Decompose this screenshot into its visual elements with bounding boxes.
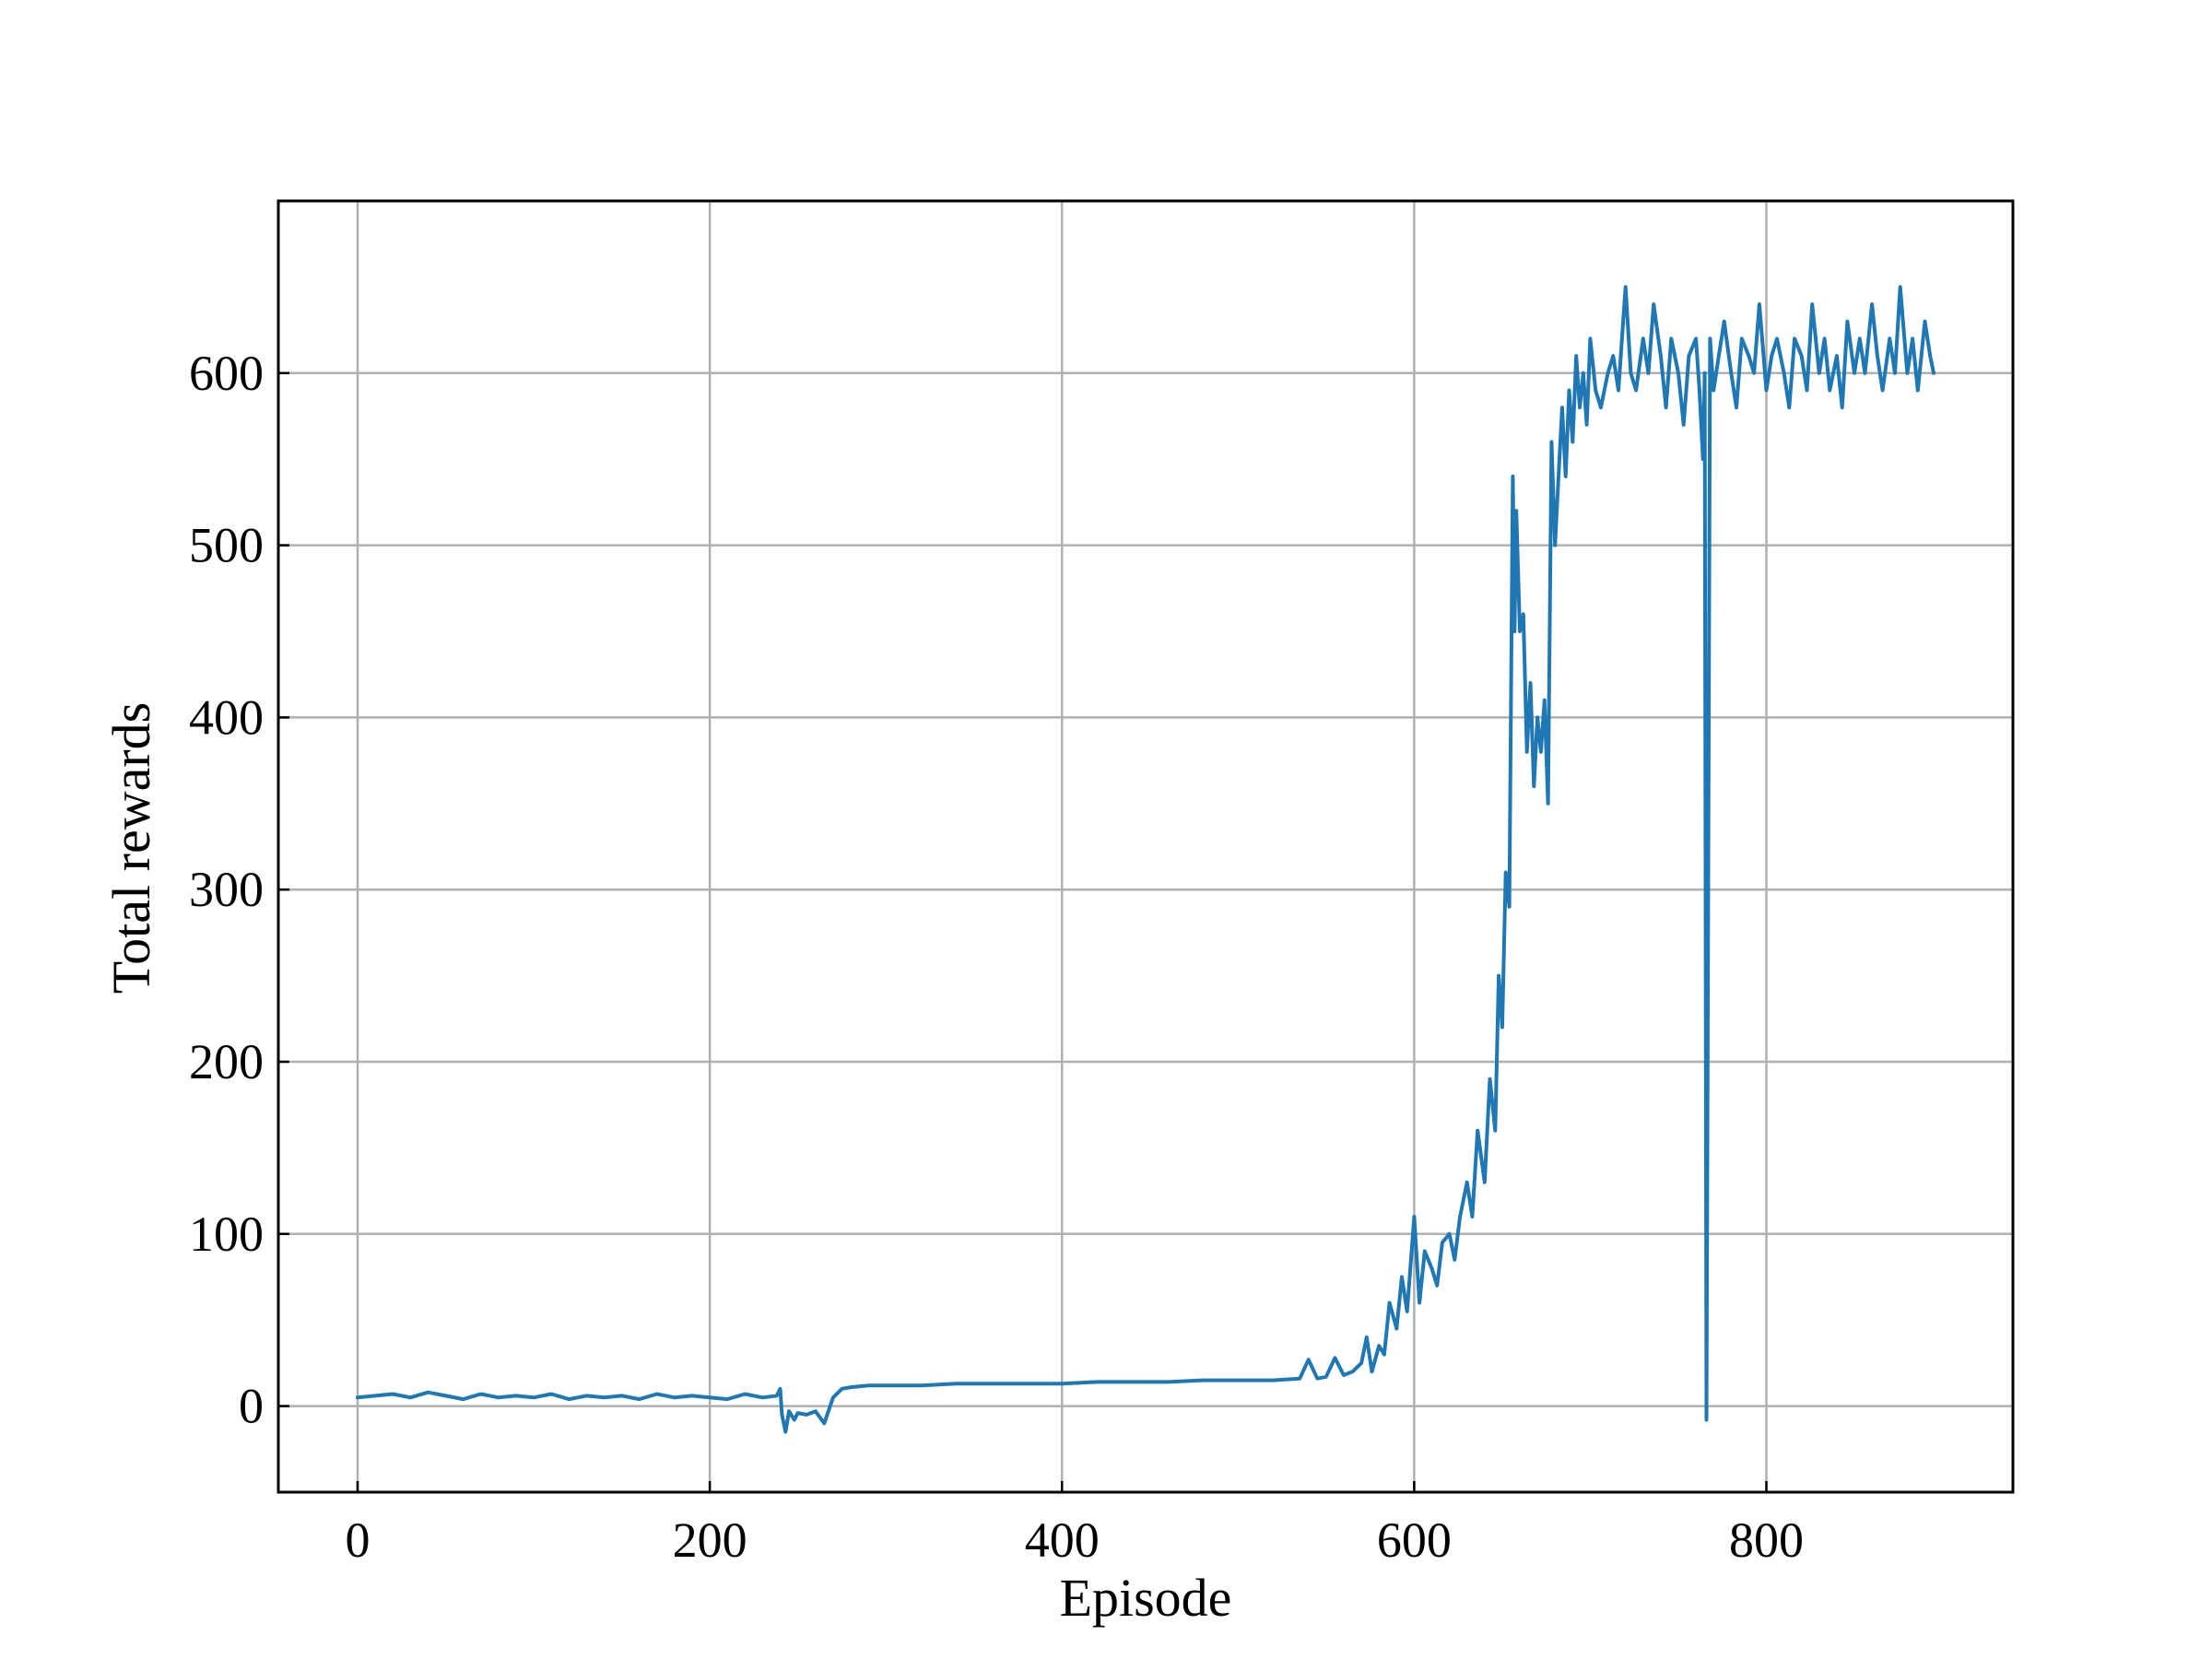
- x-axis-title: Episode: [1060, 1568, 1232, 1628]
- y-tick-labels: 0 100 200 300 400 500 600: [189, 346, 264, 1434]
- x-tick-label: 800: [1729, 1512, 1804, 1568]
- y-tick-label: 300: [189, 862, 264, 917]
- x-tick-label: 600: [1377, 1512, 1452, 1568]
- y-tick-label: 400: [189, 689, 264, 745]
- y-tick-label: 200: [189, 1034, 264, 1089]
- grid-lines: [278, 201, 2013, 1492]
- series-line: [356, 285, 1936, 1434]
- tick-marks: [278, 371, 1768, 1492]
- y-tick-label: 0: [239, 1379, 264, 1434]
- series-layer: [356, 285, 1936, 1434]
- x-tick-label: 200: [673, 1512, 747, 1568]
- x-tick-label: 400: [1025, 1512, 1100, 1568]
- x-tick-labels: 0 200 400 600 800: [345, 1512, 1804, 1568]
- y-tick-label: 100: [189, 1206, 264, 1262]
- y-tick-label: 600: [189, 346, 264, 401]
- plot-frame: [276, 199, 2015, 1494]
- y-axis-title: Total rewards: [101, 702, 161, 994]
- x-tick-label: 0: [345, 1512, 370, 1568]
- y-tick-label: 500: [189, 518, 264, 573]
